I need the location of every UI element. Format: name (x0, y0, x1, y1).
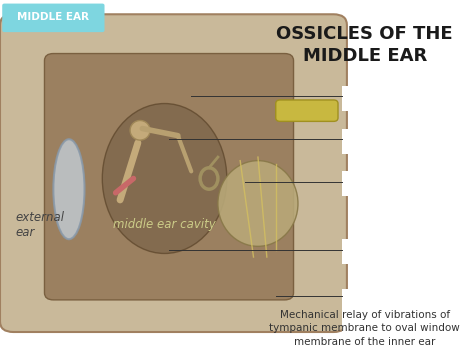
Text: external
ear: external ear (16, 211, 64, 239)
Ellipse shape (218, 161, 298, 246)
FancyBboxPatch shape (2, 4, 104, 32)
FancyBboxPatch shape (342, 289, 440, 332)
FancyBboxPatch shape (342, 239, 440, 264)
Text: OSSICLES OF THE
MIDDLE EAR: OSSICLES OF THE MIDDLE EAR (276, 25, 453, 65)
FancyBboxPatch shape (342, 129, 440, 154)
Text: Mechanical relay of vibrations of
tympanic membrane to oval window
membrane of t: Mechanical relay of vibrations of tympan… (269, 310, 460, 347)
FancyBboxPatch shape (342, 171, 440, 196)
Text: MIDDLE EAR: MIDDLE EAR (18, 12, 90, 22)
FancyBboxPatch shape (0, 14, 347, 332)
Ellipse shape (130, 121, 150, 140)
FancyBboxPatch shape (276, 100, 338, 121)
Ellipse shape (102, 104, 227, 253)
Ellipse shape (54, 139, 84, 239)
Text: middle ear cavity: middle ear cavity (113, 218, 216, 231)
FancyBboxPatch shape (342, 86, 440, 111)
FancyBboxPatch shape (45, 54, 293, 300)
